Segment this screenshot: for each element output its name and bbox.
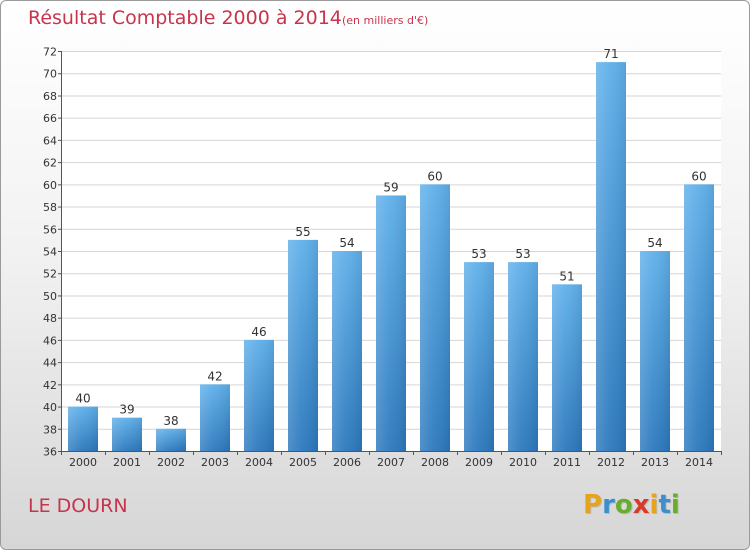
bar-shine-2003 (200, 384, 230, 451)
value-label: 46 (251, 325, 266, 339)
x-tick-label: 2003 (201, 456, 229, 469)
value-label: 60 (427, 169, 442, 183)
value-label-layer: 40 39 38 42 46 55 54 59 60 53 53 51 71 54 60 (75, 47, 706, 428)
logo-letter: x (632, 490, 650, 520)
y-tick-label: 44 (43, 357, 57, 370)
bar-shine-2014 (684, 184, 714, 452)
value-label: 71 (603, 47, 618, 61)
y-tick-label: 42 (43, 379, 57, 392)
value-label: 40 (75, 392, 90, 406)
bar-shine-2012 (596, 62, 626, 451)
value-label: 55 (295, 225, 310, 239)
x-tick-label: 2010 (509, 456, 537, 469)
y-tick-label: 36 (43, 446, 57, 459)
value-label: 59 (383, 180, 398, 194)
y-tick-label: 46 (43, 334, 57, 347)
bar-shine-2011 (552, 284, 582, 451)
y-tick-label: 48 (43, 312, 57, 325)
x-tick-label: 2006 (333, 456, 361, 469)
bar-shine-2001 (112, 417, 142, 451)
y-tick-label: 68 (43, 90, 57, 103)
bar-shine-2008 (420, 184, 450, 452)
x-tick-label: 2009 (465, 456, 493, 469)
bar-shine-2013 (640, 251, 670, 451)
logo-letter: i (649, 490, 659, 520)
proxiti-logo: Proxiti (583, 490, 680, 520)
y-tick-label: 40 (43, 401, 57, 414)
y-tick-label: 56 (43, 223, 57, 236)
x-tick-label: 2004 (245, 456, 273, 469)
bar-shine-2010 (508, 262, 538, 451)
x-tick-label: 2012 (597, 456, 625, 469)
y-tick-label: 70 (43, 68, 57, 81)
x-tick-label: 2002 (157, 456, 185, 469)
logo-letter: r (602, 490, 615, 520)
y-tick-label: 54 (43, 246, 57, 259)
y-tick-label: 52 (43, 268, 57, 281)
value-label: 54 (339, 236, 354, 250)
logo-letter: P (583, 490, 603, 520)
bar-shine-2004 (244, 339, 274, 451)
x-tick-label: 2007 (377, 456, 405, 469)
bar-shine-2000 (68, 406, 98, 451)
value-label: 38 (163, 414, 178, 428)
bar-layer (68, 62, 714, 452)
x-tick-label: 2001 (113, 456, 141, 469)
bar-shine-2002 (156, 428, 186, 451)
x-tick-label: 2011 (553, 456, 581, 469)
y-tick-label: 62 (43, 157, 57, 170)
value-label: 39 (119, 403, 134, 417)
logo-letter: i (670, 490, 680, 520)
logo-letter: o (614, 490, 633, 520)
value-label: 60 (691, 169, 706, 183)
y-tick-label: 66 (43, 112, 57, 125)
y-tick-label: 58 (43, 201, 57, 214)
value-label: 54 (647, 236, 662, 250)
chart-title: Résultat Comptable 2000 à 2014 (28, 7, 342, 29)
y-tick-label: 38 (43, 423, 57, 436)
y-tick-label: 50 (43, 290, 57, 303)
logo-letter: t (658, 490, 671, 520)
bar-shine-2009 (464, 262, 494, 451)
axis-layer: 36 38 40 42 44 46 48 50 52 54 56 58 60 62 64 66 68 70 72 20… (43, 46, 722, 469)
x-tick-label: 2000 (69, 456, 97, 469)
x-tick-label: 2014 (685, 456, 713, 469)
bar-shine-2007 (376, 195, 406, 451)
bar-shine-2006 (332, 251, 362, 451)
value-label: 53 (471, 247, 486, 261)
x-tick-label: 2008 (421, 456, 449, 469)
bar-shine-2005 (288, 239, 318, 451)
y-tick-label: 72 (43, 46, 57, 59)
value-label: 42 (207, 369, 222, 383)
value-label: 51 (559, 269, 574, 283)
y-tick-label: 64 (43, 134, 57, 147)
chart-subtitle: (en milliers d'€) (342, 14, 429, 27)
value-label: 53 (515, 247, 530, 261)
x-tick-label: 2013 (641, 456, 669, 469)
y-tick-label: 60 (43, 179, 57, 192)
x-tick-label: 2005 (289, 456, 317, 469)
location-name: LE DOURN (28, 495, 128, 517)
